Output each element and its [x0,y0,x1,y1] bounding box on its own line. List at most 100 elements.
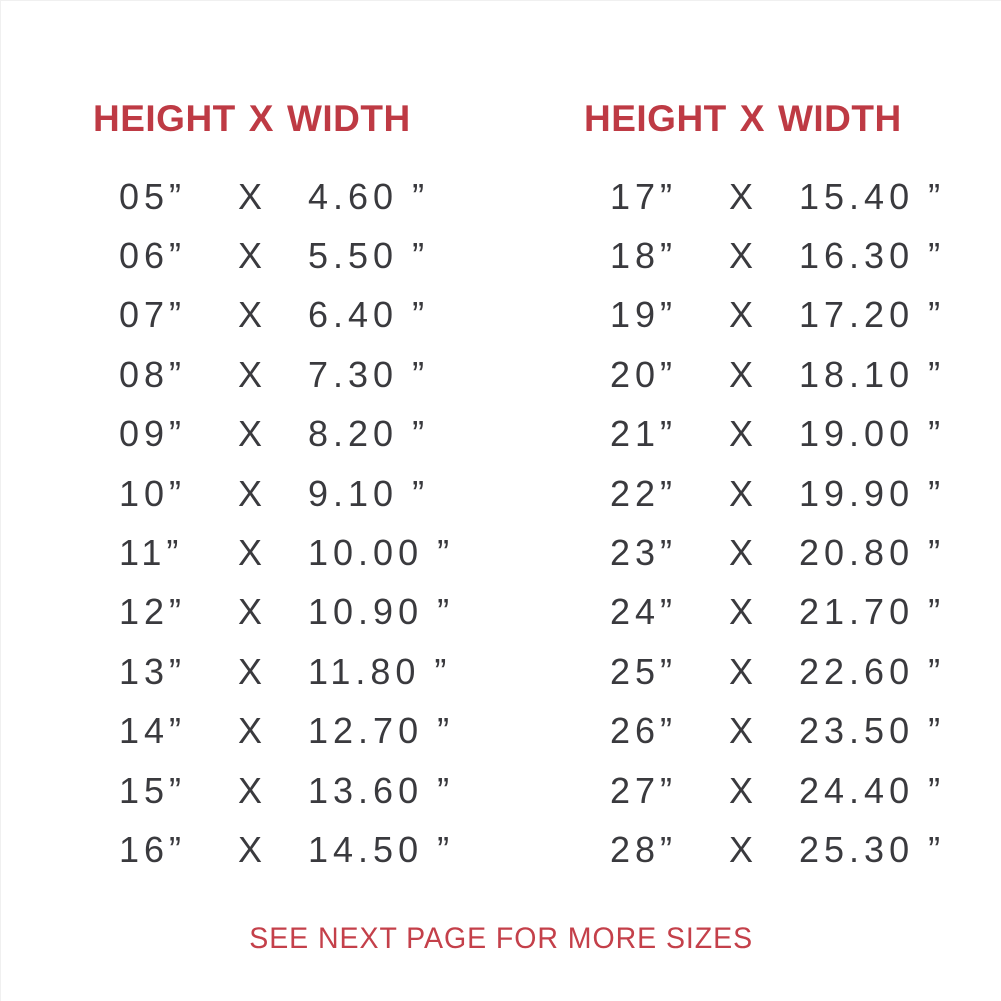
row-separator: X [729,235,759,277]
inch-mark: ” [928,353,946,395]
width-value: 20.80 [799,532,915,574]
width-value: 19.90 [799,472,915,514]
width-value: 18.10 [799,353,915,395]
inch-mark: ” [928,413,946,455]
inch-mark: ” [437,710,455,752]
inch-mark: ” [928,650,946,692]
row-separator: X [238,710,268,752]
height-value: 10” [119,472,187,514]
height-value: 13” [119,650,187,692]
width-value: 15.40 [799,175,915,217]
size-row: 22” X 19.90 ” [584,464,945,523]
height-value: 05” [119,175,187,217]
inch-mark: ” [437,532,455,574]
size-row: 15” X 13.60 ” [93,761,454,820]
inch-mark: ” [412,413,430,455]
size-row: 28” X 25.30 ” [584,820,945,879]
size-row: 08” X 7.30 ” [93,345,454,404]
inch-mark: ” [928,591,946,633]
size-row: 27” X 24.40 ” [584,761,945,820]
footer-note: SEE NEXT PAGE FOR MORE SIZES [249,922,753,955]
row-separator: X [238,175,268,217]
size-row: 25” X 22.60 ” [584,642,945,701]
inch-mark: ” [437,591,455,633]
inch-mark: ” [928,769,946,811]
row-separator: X [238,472,268,514]
row-separator: X [729,591,759,633]
inch-mark: ” [412,235,430,277]
height-value: 07” [119,294,187,336]
row-separator: X [729,472,759,514]
size-table-left: HEIGHT X WIDTH 05” X 4.60 ” 06” X 5.50 ” [93,97,454,880]
inch-mark: ” [437,769,455,811]
header-separator: X [739,98,765,139]
inch-mark: ” [928,294,946,336]
size-row: 20” X 18.10 ” [584,345,945,404]
size-row: 17” X 15.40 ” [584,167,945,226]
row-separator: X [238,413,268,455]
size-row: 09” X 8.20 ” [93,405,454,464]
row-separator: X [729,650,759,692]
height-value: 25” [610,650,678,692]
width-value: 16.30 [799,235,915,277]
size-table-right: HEIGHT X WIDTH 17” X 15.40 ” 18” X 16.30… [584,97,945,880]
inch-mark: ” [437,828,455,870]
row-separator: X [729,532,759,574]
header-width-label: WIDTH [286,98,411,139]
inch-mark: ” [928,710,946,752]
size-row: 21” X 19.00 ” [584,405,945,464]
height-value: 27” [610,769,678,811]
inch-mark: ” [412,175,430,217]
row-separator: X [238,828,268,870]
inch-mark: ” [412,353,430,395]
size-row: 10” X 9.10 ” [93,464,454,523]
row-separator: X [729,175,759,217]
inch-mark: ” [412,472,430,514]
height-value: 09” [119,413,187,455]
table-header-right: HEIGHT X WIDTH [584,97,945,141]
inch-mark: ” [434,650,452,692]
size-rows-right: 17” X 15.40 ” 18” X 16.30 ” 19” X 17.20 [584,167,945,880]
height-value: 26” [610,710,678,752]
size-rows-left: 05” X 4.60 ” 06” X 5.50 ” 07” X 6.40 ” [93,167,454,880]
height-value: 08” [119,353,187,395]
height-value: 23” [610,532,678,574]
row-separator: X [238,769,268,811]
height-value: 14” [119,710,187,752]
inch-mark: ” [928,472,946,514]
table-header-left: HEIGHT X WIDTH [93,97,454,141]
row-separator: X [238,235,268,277]
width-value: 10.90 [308,591,424,633]
height-value: 19” [610,294,678,336]
width-value: 4.60 [308,175,399,217]
size-row: 14” X 12.70 ” [93,702,454,761]
inch-mark: ” [928,532,946,574]
size-row: 12” X 10.90 ” [93,583,454,642]
row-separator: X [729,353,759,395]
width-value: 14.50 [308,828,424,870]
width-value: 5.50 [308,235,399,277]
footer-note-container: SEE NEXT PAGE FOR MORE SIZES [1,921,1001,957]
size-row: 23” X 20.80 ” [584,523,945,582]
size-row: 26” X 23.50 ” [584,702,945,761]
row-separator: X [238,650,268,692]
height-value: 18” [610,235,678,277]
width-value: 10.00 [308,532,424,574]
row-separator: X [729,710,759,752]
width-value: 11.80 [308,650,421,692]
width-value: 23.50 [799,710,915,752]
header-width-label: WIDTH [777,98,902,139]
row-separator: X [238,591,268,633]
width-value: 8.20 [308,413,399,455]
row-separator: X [729,769,759,811]
height-value: 11” [119,532,184,574]
width-value: 24.40 [799,769,915,811]
height-value: 06” [119,235,187,277]
width-value: 13.60 [308,769,424,811]
width-value: 7.30 [308,353,399,395]
size-row: 13” X 11.80 ” [93,642,454,701]
inch-mark: ” [928,175,946,217]
header-height-label: HEIGHT [584,98,727,139]
size-row: 18” X 16.30 ” [584,226,945,285]
height-value: 12” [119,591,187,633]
